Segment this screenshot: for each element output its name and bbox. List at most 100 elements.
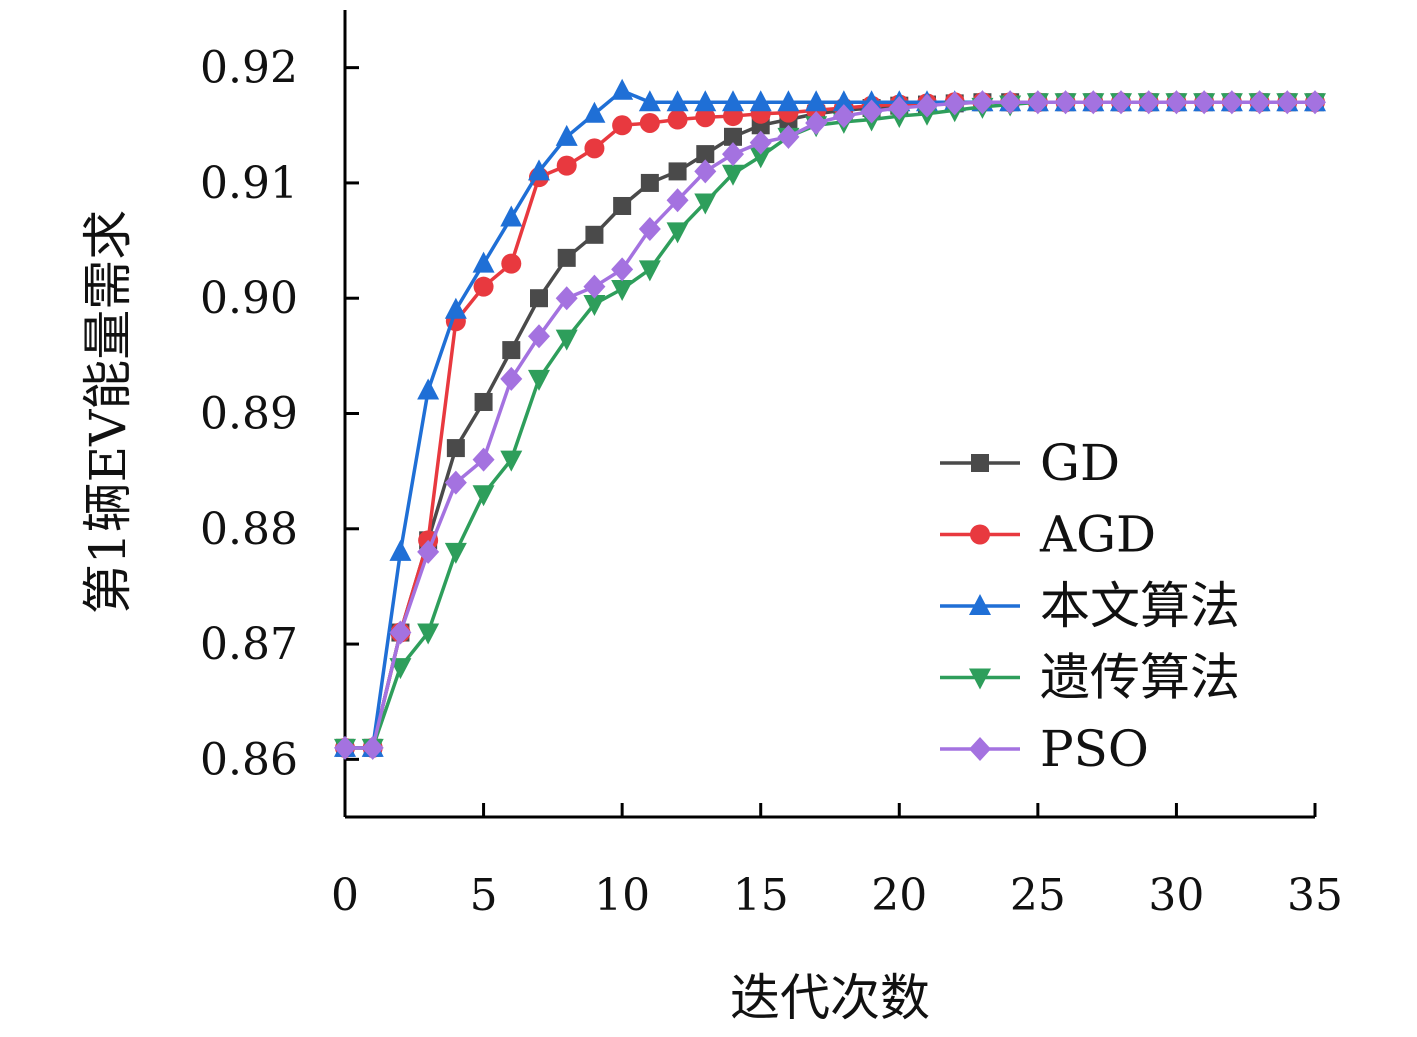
data-point: [1248, 90, 1271, 115]
y-tick-label: 0.88: [200, 504, 298, 555]
y-tick-label: 0.87: [200, 619, 298, 670]
data-point: [696, 145, 715, 164]
data-point: [474, 392, 493, 411]
legend-marker: [969, 594, 991, 615]
legend-item: GD: [940, 434, 1120, 492]
data-point: [584, 138, 605, 159]
x-tick-label: 25: [1010, 870, 1066, 921]
data-point: [417, 378, 440, 400]
axes: 0 5 10 15 20 25 30 35 0.86 0.87 0.88 0.89 0.90 0.91 0.…: [200, 10, 1343, 921]
data-point: [472, 485, 495, 507]
data-point: [777, 90, 800, 112]
data-point: [473, 276, 494, 297]
legend-item: 遗传算法: [940, 649, 1240, 707]
x-tick-label: 15: [733, 870, 789, 921]
data-point: [472, 251, 495, 273]
series-group: [334, 78, 1326, 760]
data-point: [613, 196, 632, 215]
data-point: [1276, 90, 1299, 115]
data-point: [611, 78, 634, 100]
x-tick-label: 20: [871, 870, 927, 921]
data-point: [334, 735, 356, 760]
y-axis-label: 第1辆EV能量需求: [79, 210, 137, 614]
data-point: [361, 735, 384, 760]
legend-label: AGD: [1039, 506, 1156, 564]
data-point: [694, 90, 717, 112]
data-point: [502, 341, 521, 360]
data-point: [583, 294, 606, 316]
x-tick-label: 5: [470, 870, 498, 921]
legend-label: PSO: [1040, 720, 1149, 778]
data-point: [943, 91, 966, 116]
data-point: [722, 164, 744, 186]
data-point: [666, 90, 689, 112]
y-tick-label: 0.89: [200, 389, 298, 440]
data-point: [694, 193, 717, 215]
data-point: [638, 260, 661, 282]
data-point: [444, 297, 467, 319]
x-axis-label: 迭代次数: [730, 969, 930, 1027]
data-point: [666, 222, 689, 244]
data-point: [1137, 90, 1160, 115]
y-tick-label: 0.86: [200, 734, 298, 785]
x-tick-label: 30: [1148, 870, 1204, 921]
data-point: [749, 147, 772, 169]
legend-marker: [970, 524, 990, 545]
legend-label: GD: [1040, 434, 1120, 492]
data-point: [555, 286, 578, 311]
data-point: [888, 95, 911, 120]
data-point: [777, 124, 800, 149]
data-point: [724, 127, 742, 146]
data-point: [555, 329, 578, 351]
data-point: [638, 217, 661, 242]
y-tick-label: 0.90: [200, 273, 298, 324]
data-point: [749, 130, 772, 155]
data-point: [472, 447, 495, 472]
data-point: [528, 159, 550, 181]
legend-item: 本文算法: [940, 577, 1240, 635]
data-point: [555, 124, 578, 146]
data-point: [694, 159, 717, 184]
data-point: [612, 115, 633, 136]
data-point: [832, 104, 855, 129]
data-point: [583, 274, 606, 299]
y-tick-label: 0.92: [200, 43, 298, 94]
data-point: [389, 539, 412, 561]
data-point: [749, 90, 772, 112]
x-tick-label: 35: [1287, 870, 1343, 921]
data-point: [389, 658, 412, 680]
y-tick-label: 0.91: [200, 158, 298, 209]
data-point: [444, 470, 467, 495]
data-point: [1054, 90, 1077, 115]
data-point: [611, 257, 634, 282]
legend-label: 本文算法: [1040, 577, 1240, 635]
data-point: [1304, 90, 1326, 115]
data-point: [500, 366, 523, 391]
data-point: [389, 620, 412, 645]
data-point: [695, 107, 716, 128]
data-point: [666, 188, 689, 213]
data-point: [916, 93, 938, 118]
legend-marker: [969, 668, 991, 690]
data-point: [722, 90, 744, 112]
data-point: [583, 101, 606, 123]
data-point: [611, 279, 634, 301]
data-point: [528, 324, 550, 349]
data-point: [417, 539, 440, 564]
data-point: [722, 142, 744, 167]
legend-item: AGD: [940, 506, 1156, 564]
data-point: [1220, 90, 1243, 115]
data-point: [1193, 90, 1216, 115]
x-tick-label: 10: [594, 870, 650, 921]
legend-label: 遗传算法: [1040, 649, 1240, 707]
data-point: [667, 109, 688, 130]
data-point: [530, 289, 548, 308]
data-point: [638, 90, 661, 112]
data-point: [1110, 90, 1132, 115]
data-point: [557, 248, 576, 267]
data-point: [556, 155, 577, 176]
data-point: [1165, 90, 1188, 115]
